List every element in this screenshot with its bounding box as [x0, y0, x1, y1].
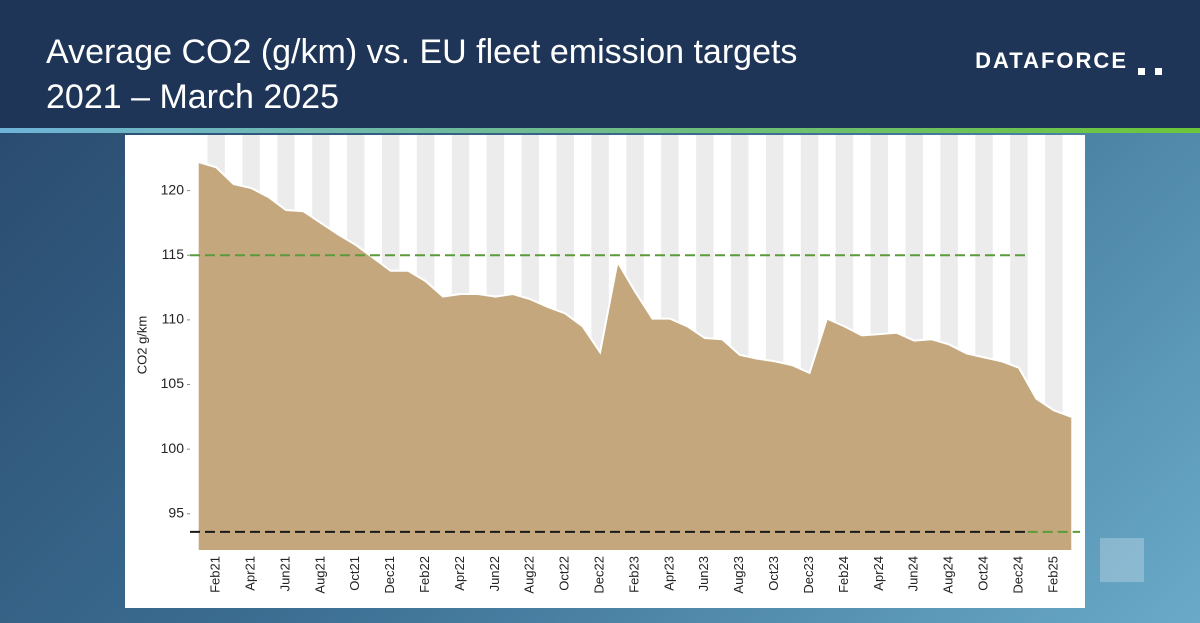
decoration: [1100, 538, 1144, 582]
x-tick-label: Dec24: [1010, 556, 1025, 594]
header-strip: [0, 128, 1200, 133]
y-axis-label: CO2 g/km: [134, 316, 149, 375]
x-tick-label: Apr24: [871, 556, 886, 591]
x-tick-label: Oct22: [557, 556, 572, 591]
chart-title: Average CO2 (g/km) vs. EU fleet emission…: [46, 33, 797, 71]
y-tick-label: 95: [168, 505, 184, 521]
x-tick-label: Dec21: [382, 556, 397, 594]
x-tick-label: Aug24: [941, 556, 956, 594]
x-tick-label: Feb23: [626, 556, 641, 593]
x-tick-label: Feb22: [417, 556, 432, 593]
x-tick-label: Feb21: [208, 556, 223, 593]
x-tick-label: Apr22: [452, 556, 467, 591]
x-tick-label: Jun23: [696, 556, 711, 591]
x-tick-label: Dec22: [592, 556, 607, 594]
y-tick-label: 120: [161, 181, 185, 197]
area-edge: [198, 161, 1072, 418]
x-tick-label: Jun22: [487, 556, 502, 591]
x-tick-label: Feb25: [1045, 556, 1060, 593]
x-tick-label: Oct24: [975, 556, 990, 591]
x-tick-label: Jun24: [906, 556, 921, 591]
x-tick-label: Oct23: [766, 556, 781, 591]
logo-dot: [1138, 68, 1145, 75]
y-tick-label: 110: [162, 311, 185, 327]
logo: DATAFORCE: [975, 48, 1128, 73]
logo-dot: [1155, 68, 1162, 75]
x-tick-label: Aug21: [312, 556, 327, 594]
x-tick-label: Dec23: [801, 556, 816, 594]
y-tick-label: 105: [161, 375, 185, 391]
x-tick-label: Apr21: [243, 556, 258, 591]
y-tick-label: 115: [162, 246, 185, 262]
area: [198, 162, 1072, 550]
header: [0, 0, 1200, 128]
x-tick-label: Feb24: [836, 556, 851, 593]
x-tick-label: Aug23: [731, 556, 746, 594]
x-tick-label: Apr23: [661, 556, 676, 591]
x-tick-label: Oct21: [347, 556, 362, 591]
x-tick-label: Jun21: [277, 556, 292, 591]
y-tick-label: 100: [161, 440, 185, 456]
chart-subtitle: 2021 – March 2025: [46, 78, 339, 116]
x-tick-label: Aug22: [522, 556, 537, 594]
